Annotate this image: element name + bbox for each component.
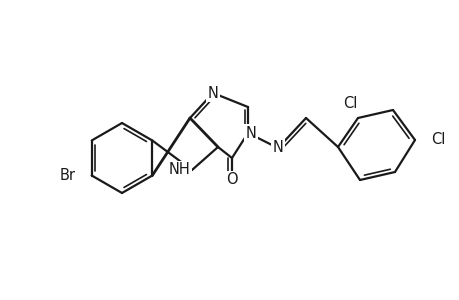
Text: Cl: Cl	[342, 97, 356, 112]
Text: Br: Br	[60, 168, 76, 183]
Text: N: N	[245, 125, 256, 140]
Text: Cl: Cl	[430, 133, 444, 148]
Text: NH: NH	[169, 163, 190, 178]
Text: N: N	[207, 85, 218, 100]
Text: N: N	[272, 140, 283, 155]
Text: O: O	[226, 172, 237, 188]
